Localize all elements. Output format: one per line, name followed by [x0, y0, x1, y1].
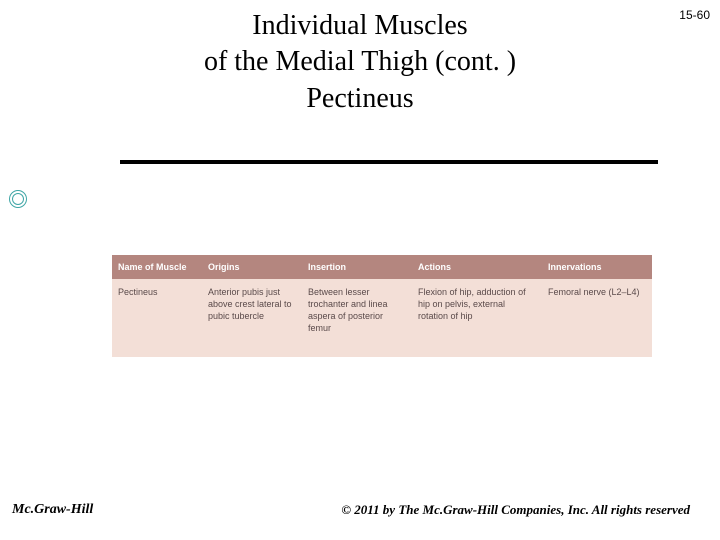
- bullet-decoration-icon: [9, 190, 27, 208]
- table-column-header: Name of Muscle: [112, 255, 202, 279]
- table-cell: Anterior pubis just above crest lateral …: [202, 279, 302, 357]
- table-header-row: Name of MuscleOriginsInsertionActionsInn…: [112, 255, 652, 279]
- table-body: PectineusAnterior pubis just above crest…: [112, 279, 652, 357]
- table-cell: Between lesser trochanter and linea aspe…: [302, 279, 412, 357]
- table-cell: Flexion of hip, adduction of hip on pelv…: [412, 279, 542, 357]
- table-column-header: Actions: [412, 255, 542, 279]
- slide-title: Individual Muscles of the Medial Thigh (…: [0, 0, 720, 117]
- table-header: Name of MuscleOriginsInsertionActionsInn…: [112, 255, 652, 279]
- table-column-header: Insertion: [302, 255, 412, 279]
- title-line-1: Individual Muscles: [0, 8, 720, 44]
- slide-number: 15-60: [679, 8, 710, 22]
- table-column-header: Origins: [202, 255, 302, 279]
- footer-publisher: Mc.Graw-Hill: [12, 502, 93, 518]
- table-row: PectineusAnterior pubis just above crest…: [112, 279, 652, 357]
- table-column-header: Innervations: [542, 255, 652, 279]
- table-cell: Pectineus: [112, 279, 202, 357]
- footer-copyright: © 2011 by The Mc.Graw-Hill Companies, In…: [341, 502, 690, 518]
- title-line-2: of the Medial Thigh (cont. ): [0, 44, 720, 80]
- table-cell: Femoral nerve (L2–L4): [542, 279, 652, 357]
- muscle-table: Name of MuscleOriginsInsertionActionsInn…: [112, 255, 652, 357]
- title-line-3: Pectineus: [0, 81, 720, 117]
- title-divider: [120, 160, 658, 164]
